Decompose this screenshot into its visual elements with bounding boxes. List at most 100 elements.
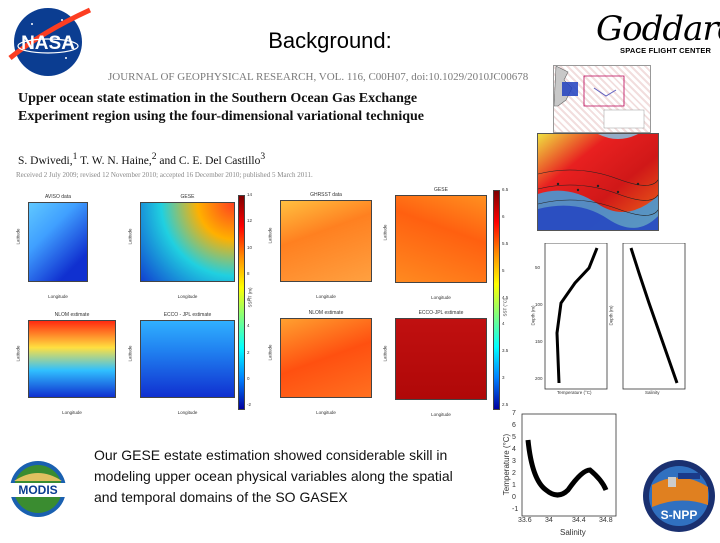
colorbar-tick: 6 [502,213,505,219]
goddard-subtitle: SPACE FLIGHT CENTER [620,46,712,55]
profile-ytick: 150 [535,339,543,344]
colorbar-tick: 12 [247,218,253,224]
panel-plot [28,202,88,282]
summary-text: Our GESE estate estimation showed consid… [94,447,453,505]
panel-plot [395,195,487,283]
ts-diagram: Temperature (°C) Salinity 7 6 5 4 3 2 1 0 -1 33.6… [498,410,620,538]
panel-xlabel: Longitude [316,410,336,415]
panel-title: ECCO-JPL estimate [418,310,464,316]
figure-panel: ECCO-JPL estimate Longitude Latitude [383,310,487,417]
ts-xtick: 33.6 [518,517,532,524]
profile-ytick: 200 [535,376,543,381]
panel-title: GESE [434,187,448,193]
figure-panel: GESE Longitude Latitude [128,194,235,299]
snpp-logo: S-NPP [640,455,718,537]
panel-title: NLOM estimate [308,310,344,316]
figure-panel: AVISO data Longitude Latitude [16,194,88,299]
figure-panel: GESE Longitude Latitude [383,187,487,300]
panel-title: NLOM estimate [54,312,90,318]
panel-xlabel: Longitude [431,295,451,300]
colorbar-tick: 0 [247,375,250,381]
figure-panel: NLOM estimate Longitude Latitude [16,312,116,415]
panel-plot [140,202,235,282]
panel-xlabel: Longitude [316,294,336,299]
colorbar-tick: 6 [247,297,250,302]
colorbar-tick: 2 [247,349,250,355]
panel-title: ECCO - JPL estimate [163,312,212,318]
nasa-logo: NASA [2,2,94,82]
profile-ylabel-right: Depth (m) [608,305,614,326]
panel-xlabel: Longitude [177,294,198,299]
panel-xlabel: Longitude [431,412,451,417]
ts-ytick: 1 [512,482,516,489]
colorbar-tick: 5 [502,267,505,273]
panel-ylabel: Latitude [127,228,133,245]
colorbar-tick: 14 [247,192,253,197]
ts-ylabel: Temperature (°C) [502,433,512,496]
svg-text:NASA: NASA [21,33,75,54]
panel-plot [28,320,116,398]
figure-panel: GHRSST data Longitude Latitude [268,192,372,299]
profile-ylabel: Depth (m) [530,305,536,326]
panel-plot [395,318,487,400]
author-sup-1: 1 [72,151,78,162]
author-2: T. W. N. Haine, [77,154,152,167]
ts-ytick: 4 [512,446,516,453]
colorbar-tick: 6.5 [502,187,509,192]
author-3: and C. E. Del Castillo [156,154,261,167]
profile-left-xlabel: Temperature (°C) [557,390,592,395]
author-sup-3: 3 [260,151,266,162]
panel-ylabel: Latitude [267,227,273,244]
paper-title: Upper ocean state estimation in the Sout… [18,91,425,124]
colorbar-sst-label: SST (°C) [502,298,508,317]
panel-xlabel: Longitude [48,294,68,299]
colorbar-ssh [238,195,245,410]
author-1: S. Dwivedi, [18,154,73,167]
panel-ylabel: Latitude [127,345,133,362]
panel-title: GESE [180,194,195,200]
colorbar-tick: 4 [502,321,505,327]
panel-ylabel: Latitude [382,224,388,241]
colorbar-tick: -2 [247,402,252,407]
panel-ylabel: Latitude [15,345,21,362]
colorbar-tick: 4.5 [502,294,509,300]
svg-text:S-NPP: S-NPP [661,508,698,522]
colorbar-tick: 10 [247,244,253,250]
ts-ytick: 7 [512,410,516,417]
colorbar-tick: 3.5 [502,348,509,354]
svg-text:MODIS: MODIS [18,483,57,497]
colorbar-tick: 2.5 [502,402,509,407]
journal-line: JOURNAL OF GEOPHYSICAL RESEARCH, VOL. 11… [108,71,528,83]
ts-ytick: 6 [512,422,516,429]
panel-ylabel: Latitude [15,228,21,245]
ts-ytick: 0 [512,494,516,501]
profile-plots: Temperature (°C) Salinity Depth (m) Dept… [527,242,689,395]
slide-title: Background: [268,28,392,53]
region-map [553,65,651,133]
received-line: Received 2 July 2009; revised 12 Novembe… [16,171,313,179]
profile-ytick: 100 [535,302,543,307]
colorbar-tick: 4 [247,323,250,329]
panel-title: GHRSST data [310,192,342,198]
profile-ytick: 50 [535,265,541,270]
panel-ylabel: Latitude [382,345,388,362]
colorbar-tick: 8 [247,270,250,276]
colorbar-tick: 3 [502,375,505,381]
goddard-name: Goddard [596,9,720,49]
panel-xlabel: Longitude [177,410,198,415]
ts-ytick: 5 [512,434,516,441]
panel-plot [280,200,372,282]
figure-panel: NLOM estimate Longitude Latitude [268,310,372,415]
paper-authors: S. Dwivedi,1 T. W. N. Haine,2 and C. E. … [18,151,438,167]
panel-plot [280,318,372,398]
colorbar-sst [493,190,500,410]
panel-plot [140,320,235,398]
ts-ytick: 3 [512,458,516,465]
ts-xlabel: Salinity [560,528,586,537]
panel-title: AVISO data [44,194,72,200]
figure-panel: ECCO - JPL estimate Longitude Latitude [128,312,235,415]
ts-xtick: 34 [545,517,553,524]
goddard-logo: Goddard SPACE FLIGHT CENTER [596,9,720,64]
panel-xlabel: Longitude [62,410,82,415]
profile-right-xlabel: Salinity [645,390,660,395]
